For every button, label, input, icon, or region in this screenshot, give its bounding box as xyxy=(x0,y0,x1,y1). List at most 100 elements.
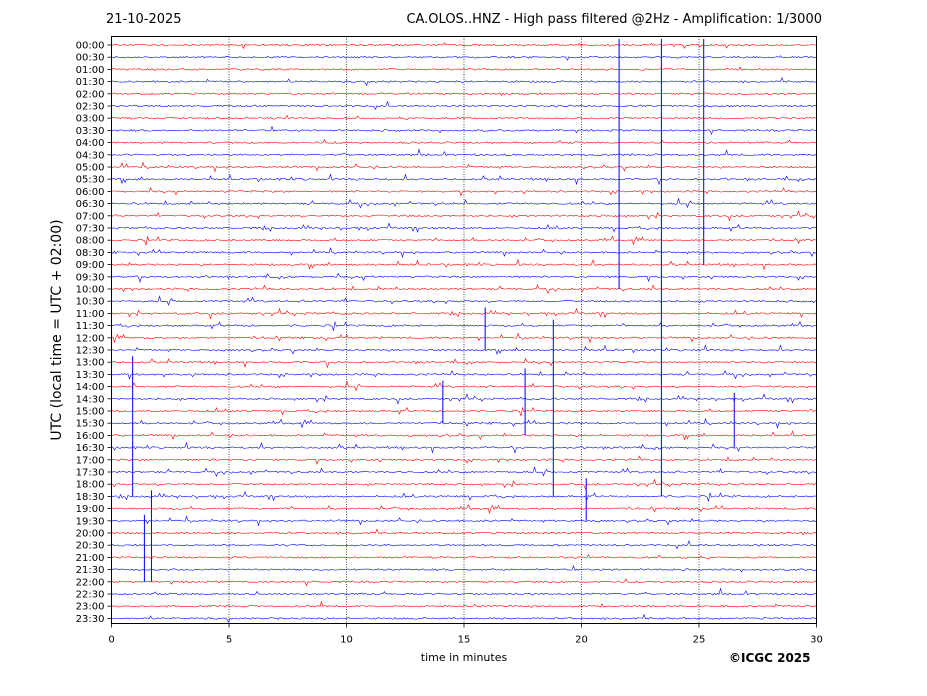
ytick-label-18:00: 18:00 xyxy=(76,480,105,491)
ytick-label-10:30: 10:30 xyxy=(76,297,105,308)
ytick-label-18:30: 18:30 xyxy=(76,492,105,503)
ytick-label-15:30: 15:30 xyxy=(76,419,105,430)
trace-10:00 xyxy=(111,284,817,294)
ytick-label-02:30: 02:30 xyxy=(76,102,105,113)
trace-08:30 xyxy=(111,247,817,259)
x-axis-label: time in minutes xyxy=(420,651,508,664)
ytick-label-21:00: 21:00 xyxy=(76,553,105,564)
ytick-label-02:00: 02:00 xyxy=(76,89,105,100)
trace-14:30 xyxy=(111,393,817,405)
trace-01:30 xyxy=(111,76,817,87)
trace-09:30 xyxy=(111,272,817,283)
trace-22:30 xyxy=(111,587,817,596)
ytick-label-08:30: 08:30 xyxy=(76,248,105,259)
trace-03:00 xyxy=(111,114,817,121)
trace-03:30 xyxy=(111,125,817,136)
trace-18:00 xyxy=(111,478,817,491)
ytick-label-00:30: 00:30 xyxy=(76,53,105,64)
trace-01:00 xyxy=(111,66,817,71)
date-label: 21-10-2025 xyxy=(106,12,182,27)
trace-21:00 xyxy=(111,553,817,560)
ytick-label-19:30: 19:30 xyxy=(76,516,105,527)
trace-12:30 xyxy=(111,344,817,356)
xtick-label-30: 30 xyxy=(810,635,823,646)
ytick-label-15:00: 15:00 xyxy=(76,407,105,418)
trace-16:00 xyxy=(111,430,817,441)
ytick-label-07:00: 07:00 xyxy=(76,211,105,222)
minute-gridlines xyxy=(228,36,700,624)
ytick-label-23:30: 23:30 xyxy=(76,614,105,625)
trace-02:30 xyxy=(111,100,817,110)
trace-00:00 xyxy=(111,42,817,50)
trace-07:30 xyxy=(111,222,817,233)
trace-17:00 xyxy=(111,455,817,466)
ytick-label-09:00: 09:00 xyxy=(76,260,105,271)
xtick-label-0: 0 xyxy=(108,635,114,646)
trace-13:30 xyxy=(111,369,817,380)
trace-22:00 xyxy=(111,578,817,587)
trace-16:30 xyxy=(111,441,817,454)
ytick-label-13:00: 13:00 xyxy=(76,358,105,369)
ytick-label-17:00: 17:00 xyxy=(76,455,105,466)
xtick-label-15: 15 xyxy=(458,635,471,646)
y-axis-label: UTC (local time = UTC + 02:00) xyxy=(49,219,65,441)
trace-11:30 xyxy=(111,321,817,331)
ytick-label-12:00: 12:00 xyxy=(76,333,105,344)
xtick-label-25: 25 xyxy=(693,635,706,646)
ytick-label-11:00: 11:00 xyxy=(76,309,105,320)
ytick-label-17:30: 17:30 xyxy=(76,468,105,479)
ytick-label-16:00: 16:00 xyxy=(76,431,105,442)
trace-20:30 xyxy=(111,539,817,550)
ytick-label-04:00: 04:00 xyxy=(76,138,105,149)
xtick-label-10: 10 xyxy=(340,635,353,646)
seismic-traces xyxy=(111,42,817,624)
ytick-label-14:30: 14:30 xyxy=(76,394,105,405)
ytick-label-20:00: 20:00 xyxy=(76,529,105,540)
trace-19:00 xyxy=(111,504,817,514)
ytick-label-06:00: 06:00 xyxy=(76,187,105,198)
ytick-label-14:00: 14:00 xyxy=(76,382,105,393)
large-events xyxy=(132,39,735,582)
ytick-label-03:30: 03:30 xyxy=(76,126,105,137)
chart-title: CA.OLOS..HNZ - High pass filtered @2Hz -… xyxy=(406,12,822,27)
ytick-label-06:30: 06:30 xyxy=(76,199,105,210)
ytick-label-04:30: 04:30 xyxy=(76,150,105,161)
trace-04:30 xyxy=(111,148,817,157)
copyright-label: ©ICGC 2025 xyxy=(729,651,811,665)
ytick-label-20:30: 20:30 xyxy=(76,541,105,552)
trace-18:30 xyxy=(111,490,817,502)
ytick-label-10:00: 10:00 xyxy=(76,285,105,296)
trace-21:30 xyxy=(111,565,817,573)
ytick-label-07:30: 07:30 xyxy=(76,224,105,235)
trace-15:00 xyxy=(111,406,817,417)
ytick-label-22:30: 22:30 xyxy=(76,590,105,601)
ytick-label-19:00: 19:00 xyxy=(76,504,105,515)
ytick-label-03:00: 03:00 xyxy=(76,114,105,125)
ytick-label-11:30: 11:30 xyxy=(76,321,105,332)
ytick-label-13:30: 13:30 xyxy=(76,370,105,381)
trace-02:00 xyxy=(111,92,817,97)
trace-15:30 xyxy=(111,417,817,429)
trace-05:30 xyxy=(111,173,817,186)
x-axis-ticks: 0 5 10 15 20 25 30 xyxy=(108,623,823,646)
trace-06:30 xyxy=(111,197,817,209)
trace-14:00 xyxy=(111,380,817,392)
trace-23:00 xyxy=(111,600,817,608)
trace-00:30 xyxy=(111,55,817,62)
ytick-label-12:30: 12:30 xyxy=(76,346,105,357)
trace-09:00 xyxy=(111,258,817,271)
trace-05:00 xyxy=(111,161,817,173)
trace-20:00 xyxy=(111,528,817,536)
ytick-label-23:00: 23:00 xyxy=(76,602,105,613)
trace-13:00 xyxy=(111,357,817,369)
trace-11:00 xyxy=(111,307,817,320)
trace-10:30 xyxy=(111,295,817,306)
ytick-label-16:30: 16:30 xyxy=(76,443,105,454)
ytick-label-01:30: 01:30 xyxy=(76,77,105,88)
ytick-label-05:30: 05:30 xyxy=(76,175,105,186)
trace-06:00 xyxy=(111,187,817,197)
ytick-label-01:00: 01:00 xyxy=(76,65,105,76)
trace-17:30 xyxy=(111,466,817,477)
